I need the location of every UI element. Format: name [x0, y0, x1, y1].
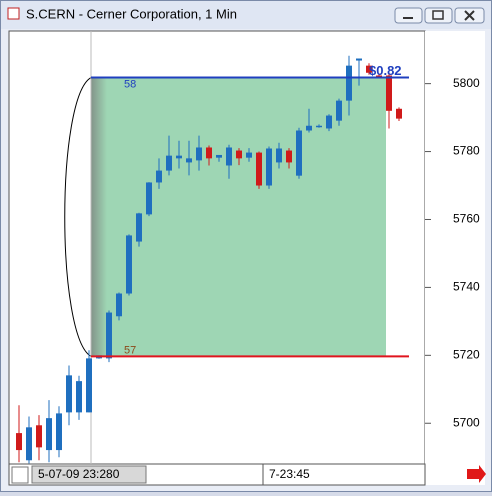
minimize-button[interactable] — [394, 7, 423, 24]
level-label: 58 — [124, 78, 136, 90]
candle-body — [56, 413, 62, 451]
y-tick-label: 5780 — [453, 144, 480, 158]
y-tick-label: 5800 — [453, 76, 480, 90]
candle-body — [36, 425, 42, 448]
candle-body — [206, 147, 212, 159]
candle-body — [126, 235, 132, 294]
price-annotation: $0.82 — [369, 63, 402, 78]
maximize-button[interactable] — [424, 7, 453, 24]
bracket-arc — [64, 77, 92, 357]
x-scroll-box — [11, 466, 29, 484]
candle-body — [306, 125, 312, 131]
candle-body — [76, 381, 82, 413]
candle-body — [276, 148, 282, 163]
candle-body — [346, 65, 352, 101]
candle-body — [176, 155, 182, 159]
band-shadow — [91, 77, 107, 357]
x-label-box — [31, 465, 147, 484]
candle-body — [116, 293, 122, 317]
candle-body — [326, 115, 332, 129]
candle-body — [316, 125, 322, 128]
candle-body — [156, 170, 162, 183]
candle-body — [216, 154, 222, 158]
level-label: 57 — [124, 344, 136, 356]
candle-body — [86, 358, 92, 413]
window-title: S.CERN - Cerner Corporation, 1 Min — [26, 6, 237, 21]
x-tick-label: 7-23:45 — [269, 467, 310, 481]
candle-body — [256, 152, 262, 186]
candle-body — [246, 152, 252, 158]
candle-body — [376, 75, 382, 78]
x-tick-label: 5-07-09 23:280 — [38, 467, 120, 481]
candle-body — [196, 147, 202, 161]
app-icon — [7, 7, 20, 20]
candle-body — [296, 130, 302, 176]
candle-body — [336, 100, 342, 121]
candle-body — [226, 147, 232, 166]
y-tick-label: 5760 — [453, 212, 480, 226]
candle-body — [386, 75, 392, 111]
candle-body — [286, 150, 292, 163]
scroll-arrow[interactable] — [467, 465, 486, 483]
candle-body — [356, 58, 362, 61]
candle-body — [46, 418, 52, 451]
candle-body — [366, 65, 372, 73]
candle-body — [166, 155, 172, 171]
candle-body — [136, 213, 142, 242]
candle-body — [266, 148, 272, 186]
candle-body — [146, 182, 152, 215]
y-tick-label: 5720 — [453, 347, 480, 361]
candle-body — [186, 158, 192, 163]
candle-body — [106, 312, 112, 359]
y-axis-area — [425, 31, 485, 485]
candle-body — [236, 150, 242, 159]
candle-body — [66, 375, 72, 413]
y-tick-label: 5740 — [453, 280, 480, 294]
candle-body — [26, 427, 32, 461]
y-tick-label: 5700 — [453, 415, 480, 429]
candle-body — [16, 433, 22, 451]
candle-body — [396, 108, 402, 119]
